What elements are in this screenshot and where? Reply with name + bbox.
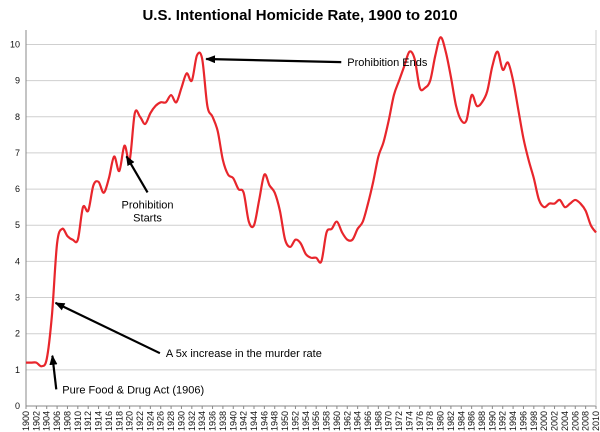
annotation-arrow [54,301,161,355]
x-tick-label: 1988 [477,411,487,431]
x-tick-label: 1996 [518,411,528,431]
x-tick-label: 1980 [436,411,446,431]
annotation-arrow [205,55,342,64]
x-tick-label: 2006 [570,411,580,431]
annotation-label: Prohibition Starts [122,199,174,224]
y-tick-label: 9 [15,76,20,86]
series-line [26,36,597,368]
y-tick-label: 10 [10,39,20,49]
x-tick-label: 1916 [104,411,114,431]
x-tick-label: 1920 [125,411,135,431]
x-tick-label: 1966 [363,411,373,431]
x-tick-label: 2000 [539,411,549,431]
x-tick-label: 2004 [560,411,570,431]
x-tick-label: 1960 [332,411,342,431]
y-tick-label: 8 [15,112,20,122]
x-tick-label: 1946 [259,411,269,431]
x-tick-label: 1924 [145,411,155,431]
annotation-label-line: Starts [133,212,162,224]
annotations: Prohibition Ends Prohibition Starts A 5x in… [49,55,428,396]
x-tick-label: 1952 [290,411,300,431]
x-tick-label: 1912 [83,411,93,431]
x-tick-label: 1906 [52,411,62,431]
x-tick-label: 1968 [373,411,383,431]
annotation-label: A 5x increase in the murder rate [166,348,322,360]
annotation-label: Prohibition Ends [347,57,428,69]
annotation-arrow [125,155,149,193]
x-tick-label: 1976 [415,411,425,431]
x-tick-label: 1972 [394,411,404,431]
x-tick-label: 1932 [187,411,197,431]
x-tick-label: 1986 [467,411,477,431]
x-tick-label: 1964 [353,411,363,431]
x-tick-label: 1982 [446,411,456,431]
x-tick-label: 1958 [322,411,332,431]
series-layer [26,36,597,368]
annotation-arrow [49,354,58,390]
y-tick-label: 6 [15,184,20,194]
x-tick-label: 1942 [239,411,249,431]
x-tick-label: 1948 [270,411,280,431]
x-tick-label: 1944 [249,411,259,431]
x-tick-label: 1950 [280,411,290,431]
axes: 0 1 2 3 4 5 6 7 8 9 10 1900 1902 1904 1906 1908 1910 1912… [10,30,600,431]
x-tick-label: 1908 [62,411,72,431]
y-tick-label: 0 [15,401,20,411]
y-tick-label: 2 [15,329,20,339]
annotation-label-line: Prohibition [122,199,174,211]
x-tick-label: 1994 [508,411,518,431]
y-tick-label: 1 [15,365,20,375]
x-tick-label: 1970 [384,411,394,431]
x-tick-label: 1954 [301,411,311,431]
x-tick-label: 1978 [425,411,435,431]
x-tick-label: 1940 [228,411,238,431]
x-tick-label: 1934 [197,411,207,431]
x-tick-label: 1900 [21,411,31,431]
x-tick-label: 1992 [498,411,508,431]
x-tick-label: 1974 [404,411,414,431]
x-tick-label: 1928 [166,411,176,431]
y-tick-label: 4 [15,256,20,266]
x-tick-label: 1914 [94,411,104,431]
x-tick-label: 1926 [156,411,166,431]
x-tick-label: 1990 [487,411,497,431]
x-tick-label: 1930 [176,411,186,431]
x-tick-label: 1922 [135,411,145,431]
x-tick-label: 1936 [208,411,218,431]
x-tick-label: 1998 [529,411,539,431]
y-tick-label: 5 [15,220,20,230]
x-tick-label: 1918 [114,411,124,431]
chart-title: U.S. Intentional Homicide Rate, 1900 to … [142,7,457,24]
x-tick-label: 2002 [550,411,560,431]
y-tick-label: 7 [15,148,20,158]
x-tick-label: 1938 [218,411,228,431]
annotation-label: Pure Food & Drug Act (1906) [62,384,204,396]
x-tick-label: 1902 [31,411,41,431]
y-tick-label: 3 [15,293,20,303]
x-tick-label: 1984 [456,411,466,431]
x-tick-label: 1904 [42,411,52,431]
x-tick-label: 1910 [73,411,83,431]
x-tick-label: 1962 [342,411,352,431]
x-tick-label: 2008 [581,411,591,431]
x-tick-label: 1956 [311,411,321,431]
x-tick-label: 2010 [591,411,600,431]
